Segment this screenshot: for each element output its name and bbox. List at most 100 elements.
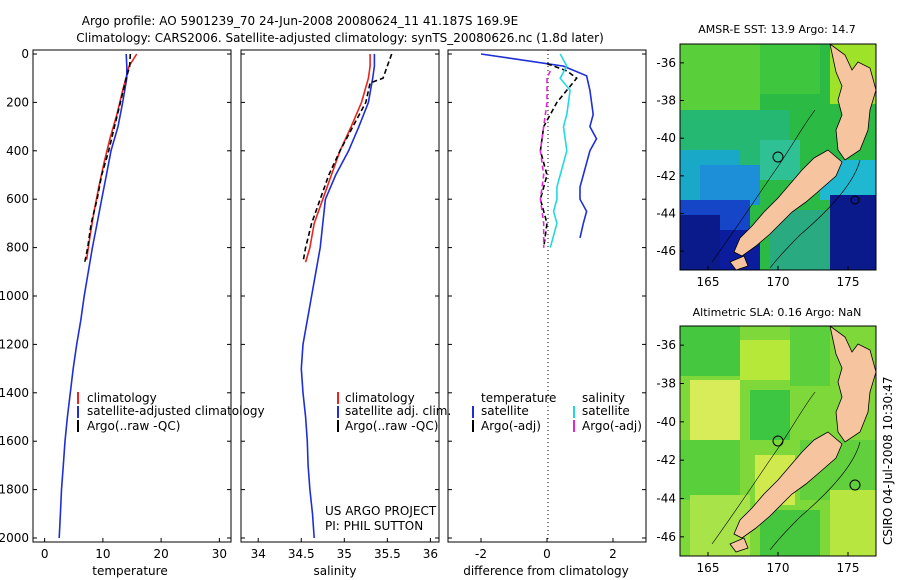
y-tick-label: -40	[656, 131, 676, 145]
legend-label-climatology: climatology	[345, 391, 415, 405]
legend-label-climatology: climatology	[87, 391, 157, 405]
y-tick-label: 1400	[0, 386, 29, 400]
legend-label-sal-argo: Argo(-adj)	[582, 419, 642, 433]
sst-map-panel: AMSR-E SST: 13.9 Argo: 14.7 165 170 175-	[656, 23, 877, 289]
x-tick-label: 10	[95, 547, 110, 561]
legend-label-argo: Argo(..raw -QC)	[87, 419, 180, 433]
sla-map-image	[680, 326, 876, 556]
y-tick-label: -38	[656, 377, 676, 391]
x-tick-label: 20	[153, 547, 168, 561]
salinity-lines	[300, 53, 393, 539]
y-tick-label: 400	[6, 144, 29, 158]
y-tick-label: 0	[21, 47, 29, 61]
legend-label-sal-satellite: satellite	[582, 404, 630, 418]
series-line-salinity-satellite	[549, 53, 571, 248]
salinity-legend: climatology satellite adj. clim. Argo(..…	[337, 391, 451, 433]
difference-lines	[480, 53, 598, 248]
argo-float-marker	[772, 435, 784, 447]
legend-label-satellite: satellite adj. clim.	[345, 404, 451, 418]
difference-panel: -2 0 2 difference from climatology tempera…	[447, 49, 647, 578]
difference-xlabel: difference from climatology	[463, 564, 629, 578]
x-tick-label: 175	[837, 275, 860, 289]
y-tick-label: -42	[656, 453, 676, 467]
pi-label: PI: PHIL SUTTON	[325, 519, 423, 533]
y-tick-label: 1600	[0, 434, 29, 448]
y-tick-label: -44	[656, 207, 676, 221]
temperature-y-ticks: 0 200 400 600 800 1000 1200 1400 1600 1800 2000	[0, 47, 231, 545]
project-label: US ARGO PROJECT	[325, 504, 437, 518]
salinity-x-ticks: 34 34.5 35 35.5 36	[251, 538, 438, 561]
difference-x-ticks: -2 0 2	[475, 538, 617, 561]
salinity-y-ticks	[241, 53, 439, 539]
y-tick-label: -46	[656, 530, 676, 544]
y-tick-label: -40	[656, 415, 676, 429]
legend-label-argo: Argo(..raw -QC)	[345, 419, 438, 433]
y-tick-label: -36	[656, 56, 676, 70]
salinity-xlabel: salinity	[313, 564, 356, 578]
y-tick-label: 600	[6, 192, 29, 206]
x-tick-label: 170	[767, 561, 790, 575]
x-tick-label: 34.5	[288, 547, 315, 561]
x-tick-label: 35	[337, 547, 352, 561]
timestamp-label: CSIRO 04-Jul-2008 10:30:47	[881, 377, 895, 545]
y-tick-label: 800	[6, 241, 29, 255]
sla-map-ticks: 165 170 175 -36 -38 -40 -42 -44 -46	[656, 338, 859, 575]
x-tick-label: 2	[609, 547, 617, 561]
y-tick-label: 2000	[0, 531, 29, 545]
y-tick-label: -42	[656, 169, 676, 183]
x-tick-label: 36	[423, 547, 438, 561]
series-line-salinity-argo-adj	[539, 70, 552, 248]
x-tick-label: 30	[212, 547, 227, 561]
temperature-lines	[58, 53, 138, 539]
series-line-temperature-satellite	[480, 53, 598, 239]
temperature-legend: climatology satellite-adjusted climatolo…	[77, 391, 265, 433]
sst-map-ticks: 165 170 175 -36 -38 -40 -42 -44 -46	[656, 56, 859, 289]
x-tick-label: 170	[767, 275, 790, 289]
sst-map-image	[680, 44, 876, 270]
series-line-satellite-adjusted-climatology	[58, 53, 128, 539]
legend-heading-salinity: salinity	[582, 391, 625, 405]
y-tick-label: -46	[656, 244, 676, 258]
salinity-axes-box	[240, 49, 440, 543]
legend-label-temp-satellite: satellite	[481, 404, 529, 418]
y-tick-label: -36	[656, 338, 676, 352]
y-tick-label: -38	[656, 94, 676, 108]
x-tick-label: 0	[41, 547, 49, 561]
x-tick-label: -2	[475, 547, 487, 561]
legend-heading-temperature: temperature	[481, 391, 556, 405]
figure-title-line2: Climatology: CARS2006. Satellite-adjuste…	[76, 31, 604, 45]
sla-map-title: Altimetric SLA: 0.16 Argo: NaN	[693, 306, 862, 319]
y-tick-label: 1000	[0, 289, 29, 303]
salinity-panel: 34 34.5 35 35.5 36 salinity climatology sate…	[240, 49, 451, 578]
x-tick-label: 165	[697, 275, 720, 289]
sla-map-panel: Altimetric SLA: 0.16 Argo: NaN 165 170 175…	[656, 306, 877, 575]
temperature-panel: 0 200 400 600 800 1000 1200 1400 1600 1800 2000 0 1…	[0, 47, 265, 578]
x-tick-label: 35.5	[374, 547, 401, 561]
x-tick-label: 0	[543, 547, 551, 561]
series-line-satellite-adj-clim	[300, 54, 376, 539]
figure-title-line1: Argo profile: AO 5901239_70 24-Jun-2008 …	[82, 14, 518, 28]
series-line-temperature-argo-adj	[539, 62, 578, 248]
legend-label-temp-argo: Argo(-adj)	[481, 419, 541, 433]
argo-float-marker	[850, 195, 860, 205]
temperature-x-ticks: 0 10 20 30	[41, 538, 227, 561]
series-line-climatology	[85, 53, 138, 260]
series-line-argo-raw-qc	[302, 53, 393, 263]
legend-label-satellite: satellite-adjusted climatology	[87, 404, 265, 418]
y-tick-label: 200	[6, 95, 29, 109]
argo-float-marker	[849, 479, 861, 491]
y-tick-label: 1200	[0, 337, 29, 351]
series-line-argo-raw-qc	[84, 53, 132, 263]
difference-axes-box	[447, 49, 647, 543]
y-tick-label: 1800	[0, 483, 29, 497]
temperature-xlabel: temperature	[92, 564, 167, 578]
x-tick-label: 34	[251, 547, 266, 561]
difference-legend: temperature satellite Argo(-adj) salinit…	[472, 391, 642, 433]
series-line-climatology	[304, 54, 371, 263]
x-tick-label: 175	[837, 561, 860, 575]
sst-map-title: AMSR-E SST: 13.9 Argo: 14.7	[698, 23, 856, 36]
difference-y-ticks	[448, 53, 646, 539]
argo-float-marker	[772, 151, 784, 163]
x-tick-label: 165	[697, 561, 720, 575]
